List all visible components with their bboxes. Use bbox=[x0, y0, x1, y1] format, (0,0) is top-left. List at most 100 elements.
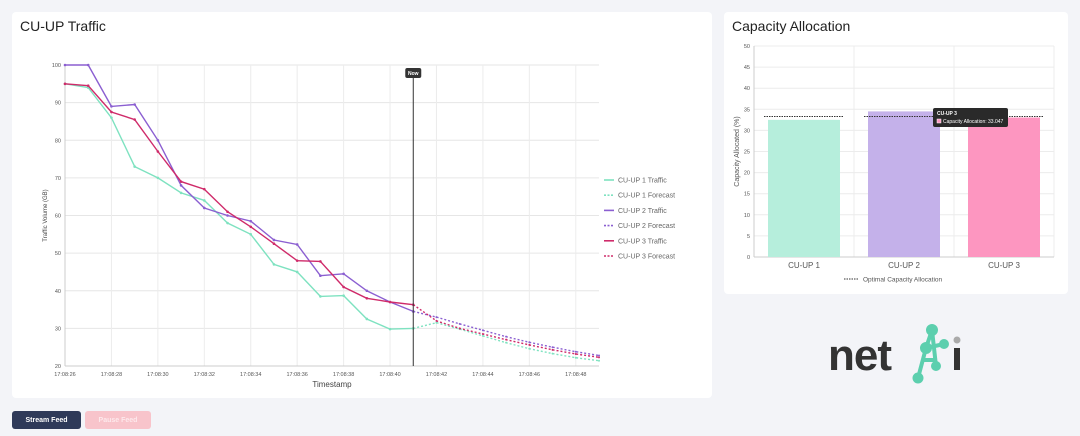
x-tick-label: 17:08:26 bbox=[54, 372, 75, 378]
x-axis-title: Timestamp bbox=[312, 380, 352, 389]
y-tick-label: 30 bbox=[744, 128, 750, 134]
data-point bbox=[133, 165, 136, 168]
tooltip-title: CU-UP 3 bbox=[937, 111, 957, 117]
data-point bbox=[203, 206, 206, 210]
data-point bbox=[133, 103, 136, 106]
data-point bbox=[505, 335, 508, 338]
data-point bbox=[505, 341, 508, 344]
data-point bbox=[272, 263, 276, 266]
capacity-title: Capacity Allocation bbox=[732, 18, 851, 34]
data-point bbox=[179, 184, 183, 187]
logo-i-dot bbox=[953, 336, 961, 344]
data-point bbox=[110, 116, 113, 119]
y-tick-label: 15 bbox=[744, 192, 750, 198]
legend-label-4: CU-UP 3 Traffic bbox=[618, 238, 667, 245]
data-point bbox=[295, 243, 299, 246]
y-axis-title: Capacity Allocated (%) bbox=[734, 116, 741, 186]
y-tick-label: 45 bbox=[744, 65, 750, 71]
series-line-4 bbox=[64, 83, 414, 306]
series-line-3 bbox=[413, 310, 600, 357]
optimal-legend-label: Optimal Capacity Allocation bbox=[863, 277, 943, 284]
data-point bbox=[179, 191, 183, 195]
x-tick-label: 17:08:42 bbox=[426, 372, 447, 378]
data-point bbox=[295, 270, 299, 274]
x-tick-label: 17:08:32 bbox=[194, 372, 215, 378]
logo-i-stem bbox=[954, 348, 960, 370]
data-point bbox=[86, 63, 90, 67]
pause-feed-button[interactable]: Pause Feed bbox=[85, 411, 151, 429]
now-label: Now bbox=[408, 71, 419, 77]
data-point bbox=[203, 187, 206, 191]
data-point bbox=[63, 82, 67, 86]
y-tick-label: 50 bbox=[55, 251, 61, 257]
y-tick-label: 25 bbox=[744, 150, 750, 156]
data-point bbox=[156, 138, 160, 142]
data-point bbox=[598, 359, 600, 362]
x-tick-label: 17:08:40 bbox=[379, 372, 400, 378]
data-point bbox=[365, 317, 369, 321]
data-point bbox=[435, 316, 438, 319]
tooltip-body: Capacity Allocation: 33.047 bbox=[943, 119, 1004, 125]
data-point bbox=[272, 238, 276, 242]
series-line-0 bbox=[64, 83, 414, 330]
tooltip-box bbox=[933, 108, 1008, 127]
data-point bbox=[86, 84, 90, 87]
data-point bbox=[295, 259, 299, 262]
y-tick-label: 20 bbox=[55, 364, 61, 370]
y-tick-label: 0 bbox=[747, 255, 750, 261]
data-point bbox=[551, 348, 554, 351]
data-point bbox=[388, 327, 392, 331]
y-tick-label: 90 bbox=[55, 101, 61, 107]
data-point bbox=[365, 289, 369, 293]
data-point bbox=[551, 352, 554, 355]
series-line-2 bbox=[65, 64, 414, 313]
data-point bbox=[481, 329, 484, 332]
now-badge bbox=[405, 68, 422, 78]
data-point bbox=[249, 219, 253, 223]
logo-network-icon bbox=[912, 324, 949, 384]
bar-1 bbox=[768, 119, 840, 257]
data-point bbox=[342, 285, 345, 289]
y-tick-label: 40 bbox=[744, 86, 750, 92]
legend-label-2: CU-UP 2 Traffic bbox=[618, 208, 667, 215]
data-point bbox=[574, 350, 577, 353]
traffic-chart: 20 30 40 50 60 70 80 90 100 17:08:26 17:08:28 17:08… bbox=[43, 63, 675, 389]
data-point bbox=[226, 214, 229, 217]
bar-3 bbox=[968, 117, 1040, 257]
data-point bbox=[319, 295, 322, 298]
data-point bbox=[458, 327, 461, 330]
y-tick-label: 35 bbox=[744, 107, 750, 113]
data-point bbox=[342, 272, 345, 276]
y-tick-label: 5 bbox=[747, 234, 750, 240]
x-tick-label: 17:08:30 bbox=[147, 372, 168, 378]
data-point bbox=[156, 176, 160, 180]
y-tick-label: 100 bbox=[52, 63, 61, 69]
data-point bbox=[342, 294, 345, 297]
legend-label-5: CU-UP 3 Forecast bbox=[618, 254, 675, 261]
y-tick-label: 20 bbox=[744, 171, 750, 177]
data-point bbox=[574, 352, 577, 355]
data-point bbox=[249, 225, 253, 229]
logo-text: net bbox=[828, 331, 892, 380]
y-axis-title: Traffic Volume (GB) bbox=[43, 189, 49, 241]
data-point bbox=[574, 356, 577, 359]
category-label: CU-UP 2 bbox=[888, 261, 920, 270]
y-tick-label: 70 bbox=[55, 176, 61, 182]
y-tick-label: 60 bbox=[55, 214, 61, 220]
legend-label-0: CU-UP 1 Traffic bbox=[618, 178, 667, 185]
traffic-title: CU-UP Traffic bbox=[20, 18, 106, 34]
data-point bbox=[598, 354, 600, 357]
x-tick-label: 17:08:48 bbox=[565, 372, 586, 378]
data-point bbox=[319, 260, 322, 263]
data-point bbox=[481, 333, 484, 336]
capacity-panel: Capacity Allocation 0 5 10 15 20 25 30 35 40 45 50… bbox=[724, 12, 1068, 294]
data-point bbox=[598, 356, 600, 359]
data-point bbox=[528, 341, 531, 344]
stream-feed-button[interactable]: Stream Feed bbox=[12, 411, 81, 429]
netai-logo: net bbox=[828, 324, 961, 384]
data-point bbox=[551, 346, 554, 349]
y-tick-label: 40 bbox=[55, 289, 61, 295]
data-point bbox=[528, 343, 531, 346]
x-tick-label: 17:08:46 bbox=[519, 372, 540, 378]
x-tick-label: 17:08:36 bbox=[286, 372, 307, 378]
